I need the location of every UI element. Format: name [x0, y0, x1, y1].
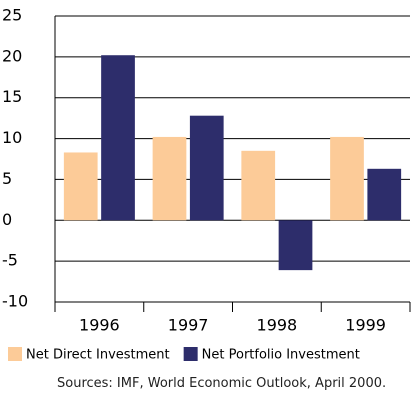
y-tick-label: 15: [2, 87, 22, 106]
x-tick-label: 1997: [168, 316, 209, 335]
legend-swatch: [183, 347, 198, 361]
bar: [367, 168, 402, 221]
chart: -10 -5 0 5 10 15 20 25 1996 1997 1998 1999 Net Direc…: [2, 6, 411, 363]
source-note: Sources: IMF, World Economic Outlook, Ap…: [57, 376, 387, 391]
y-tick-label: -10: [2, 292, 28, 311]
bar: [241, 150, 276, 221]
y-tick-label: 25: [2, 6, 22, 25]
legend-label: Net Direct Investment: [26, 348, 170, 363]
bar: [63, 152, 98, 221]
x-tick-label: 1996: [79, 316, 120, 335]
y-tick-label: -5: [2, 251, 18, 270]
bar: [189, 115, 224, 221]
y-tick-label: 10: [2, 128, 22, 147]
bar: [101, 55, 135, 221]
legend-label: Net Portfolio Investment: [202, 348, 360, 363]
y-tick-label: 20: [2, 46, 22, 65]
x-tick-label: 1999: [345, 316, 386, 335]
bar: [278, 220, 313, 271]
x-tick-label: 1998: [257, 316, 298, 335]
bar: [152, 136, 187, 221]
legend-swatch: [8, 347, 22, 361]
y-tick-label: 0: [2, 210, 12, 229]
bar: [330, 136, 364, 221]
y-tick-label: 5: [2, 169, 12, 188]
